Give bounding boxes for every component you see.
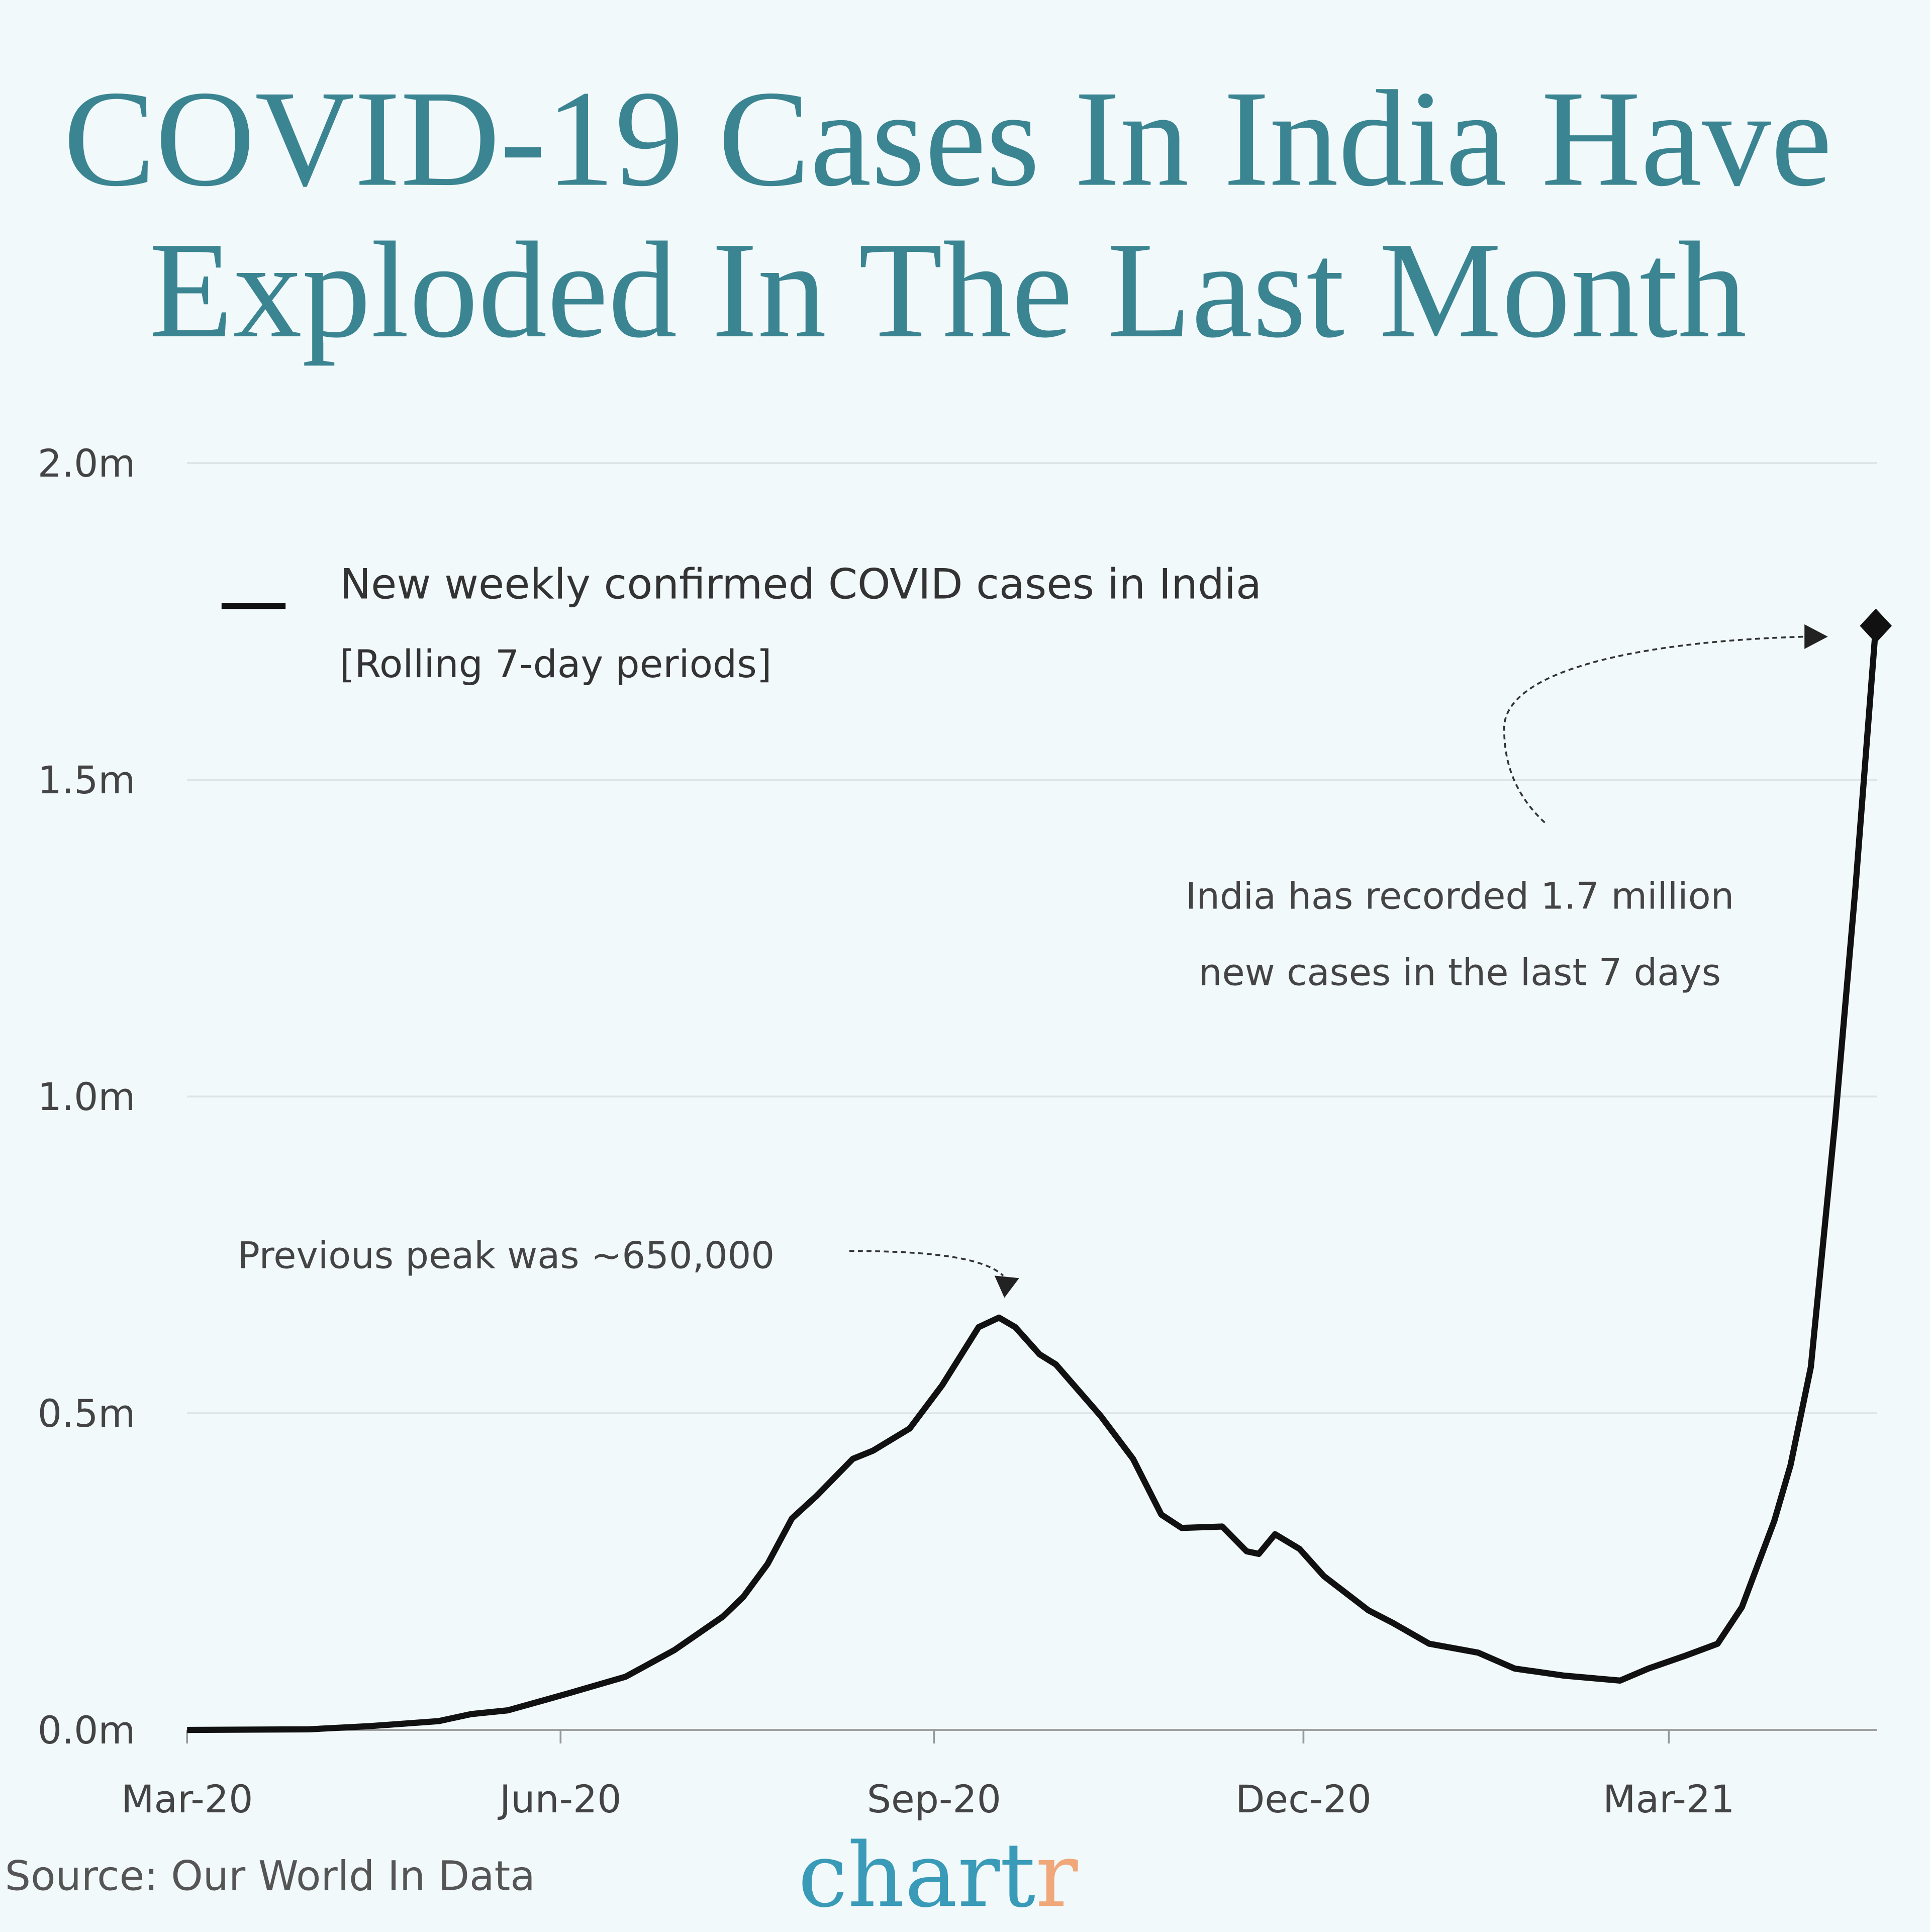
chartr-logo: chartr (798, 1823, 1079, 1927)
y-tick-label: 1.0m (38, 1075, 136, 1119)
chart-title-line-2: Exploded In The Last Month (149, 214, 1747, 366)
legend-sublabel: [Rolling 7-day periods] (340, 642, 771, 686)
x-axis: Mar-20 Jun-20 Sep-20 Dec-20 Mar-21 (121, 1730, 1734, 1821)
y-tick-label: 2.0m (38, 441, 136, 486)
x-tick-label: Mar-20 (121, 1777, 253, 1821)
y-axis: 0.0m 0.5m 1.0m 1.5m 2.0m (38, 441, 136, 1753)
legend-label: New weekly confirmed COVID cases in Indi… (340, 560, 1262, 608)
x-tick-label: Mar-21 (1603, 1777, 1734, 1821)
series-line (187, 625, 1879, 1733)
annotation-previous-peak: Previous peak was ~650,000 (238, 1235, 775, 1277)
arrowhead-icon (994, 1275, 1019, 1298)
x-tick-label: Dec-20 (1235, 1777, 1372, 1821)
chart-title-line-1: COVID-19 Cases In India Have (63, 63, 1832, 215)
annotation-recent-line-2: new cases in the last 7 days (1199, 951, 1721, 994)
y-tick-label: 0.0m (38, 1708, 136, 1753)
y-tick-label: 0.5m (38, 1392, 136, 1436)
gridlines (187, 462, 1877, 1414)
source-note: Source: Our World In Data (5, 1853, 535, 1900)
y-tick-label: 1.5m (38, 758, 136, 802)
x-tick-label: Jun-20 (498, 1777, 622, 1821)
x-tick-label: Sep-20 (867, 1777, 1001, 1821)
arrowhead-icon (1804, 624, 1828, 649)
annotation-arrow-previous-peak (849, 1250, 1004, 1276)
annotation-recent-line-1: India has recorded 1.7 million (1186, 875, 1734, 918)
